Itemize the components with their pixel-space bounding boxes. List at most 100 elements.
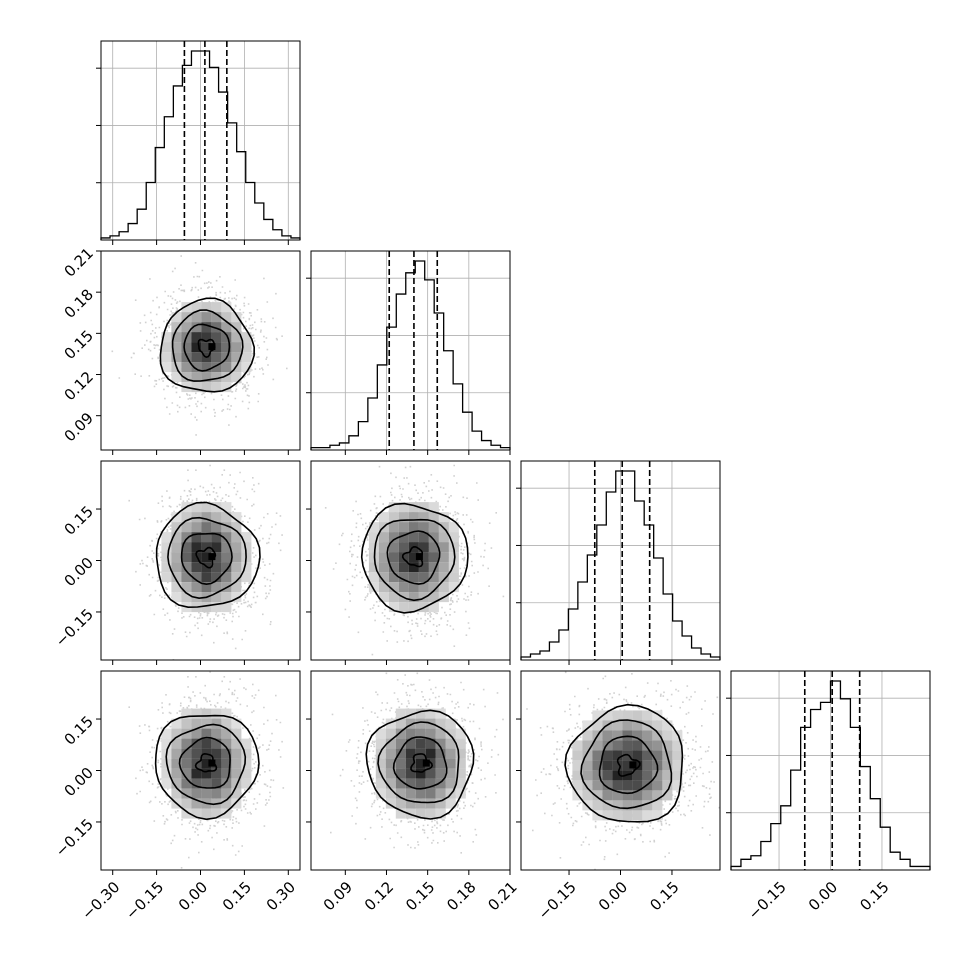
density-cell	[388, 552, 399, 563]
density-cell	[418, 552, 429, 563]
density-cell	[662, 740, 673, 751]
density-cell	[241, 342, 252, 353]
density-cell	[191, 768, 202, 779]
density-cell	[642, 740, 653, 751]
density-cell	[592, 750, 603, 761]
density-cell	[672, 750, 683, 761]
density-cell	[181, 542, 192, 553]
hist-panel-2	[516, 460, 721, 661]
contour-0	[159, 297, 256, 393]
density-cell	[231, 532, 242, 543]
density-cell	[161, 342, 172, 353]
y-tick-label: 0.15	[61, 712, 97, 748]
density-cell	[221, 512, 232, 523]
density-cell	[438, 522, 449, 533]
density-cell	[445, 768, 456, 779]
density-cell	[221, 302, 232, 313]
density-cell	[415, 778, 426, 789]
density-cell	[418, 532, 429, 543]
density-cell	[455, 728, 466, 739]
x-tick-label: 0.21	[484, 878, 520, 914]
density-cell	[455, 748, 466, 759]
density-cell	[415, 768, 426, 779]
density-cell	[181, 788, 192, 799]
density-cell	[201, 718, 212, 729]
density-cell	[201, 342, 212, 353]
density-cell	[435, 768, 446, 779]
hist-frame	[311, 251, 510, 450]
density-cell	[221, 522, 232, 533]
hist-border	[310, 250, 511, 451]
density-cell	[191, 362, 202, 373]
density-cell	[455, 758, 466, 769]
density-cell	[231, 738, 242, 749]
density-cell	[378, 532, 389, 543]
density-cell	[191, 532, 202, 543]
density-cell	[592, 760, 603, 771]
contour-1	[165, 723, 247, 806]
density-cell	[368, 562, 379, 573]
density-cell	[378, 552, 389, 563]
density-cell	[231, 778, 242, 789]
density-cell	[572, 760, 583, 771]
density-cell	[211, 512, 222, 523]
density-cell	[241, 362, 252, 373]
density-cell	[211, 748, 222, 759]
density-cell	[438, 572, 449, 583]
density-cell	[368, 522, 379, 533]
density-cell	[231, 552, 242, 563]
density-cell	[438, 532, 449, 543]
density-cell	[438, 512, 449, 523]
density-cell	[415, 708, 426, 719]
density-cell	[652, 780, 663, 791]
density-cell	[632, 710, 643, 721]
density-cell	[191, 778, 202, 789]
density-cell	[221, 372, 232, 383]
density-cell	[201, 532, 212, 543]
density-cell	[171, 778, 182, 789]
density-cell	[652, 800, 663, 811]
density-cell	[428, 602, 439, 613]
density-cell	[425, 728, 436, 739]
density-cell	[221, 768, 232, 779]
x-tick-label: −0.15	[122, 878, 167, 923]
density-cell	[171, 322, 182, 333]
density-cell	[191, 352, 202, 363]
density-cell	[418, 562, 429, 573]
density-cell	[211, 362, 222, 373]
density-cell	[171, 768, 182, 779]
density-peak	[629, 761, 637, 769]
density-cell	[241, 748, 252, 759]
density-cell	[201, 572, 212, 583]
density-cell	[211, 768, 222, 779]
density-cell	[622, 710, 633, 721]
density-cell	[241, 332, 252, 343]
density-cell	[395, 738, 406, 749]
density-cell	[191, 302, 202, 313]
density-cell	[438, 562, 449, 573]
density-cell	[181, 718, 192, 729]
density-cell	[221, 362, 232, 373]
density-cell	[435, 738, 446, 749]
density-cell	[652, 740, 663, 751]
density-cell	[181, 532, 192, 543]
density-cell	[221, 778, 232, 789]
density-cell	[231, 352, 242, 363]
hist-bars-0	[100, 50, 301, 240]
density-cell	[181, 572, 192, 583]
density-cell	[435, 808, 446, 819]
density-cell	[572, 780, 583, 791]
hist-panel-1	[306, 250, 511, 451]
density-cell	[642, 800, 653, 811]
density-cell	[375, 788, 386, 799]
density-cell	[231, 512, 242, 523]
density-cell	[398, 572, 409, 583]
density-cell	[181, 322, 192, 333]
density-cell	[181, 302, 192, 313]
density-cell	[378, 582, 389, 593]
density-cell	[602, 750, 613, 761]
density-cell	[368, 582, 379, 593]
density-cell	[428, 502, 439, 513]
density-cell	[438, 582, 449, 593]
density-cell	[161, 778, 172, 789]
